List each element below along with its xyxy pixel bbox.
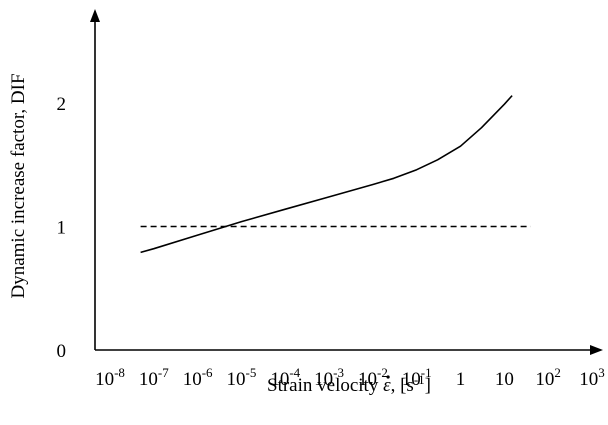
x-axis-arrowhead [590,345,603,355]
x-tick-label: 10-4 [270,365,300,390]
strain-rate-dot [386,375,390,379]
x-tick-label: 10 [495,369,514,390]
dif-curve [140,95,513,254]
x-tick-label: 102 [535,365,561,390]
y-tick-label: 1 [57,218,67,239]
x-tick-label: 10-1 [402,365,432,390]
series-layer [140,95,531,254]
y-axis-label: Dynamic increase factor, DIF [8,73,29,298]
x-tick-label: 103 [579,365,605,390]
y-axis-arrowhead [90,9,100,22]
x-tick-label: 10-5 [227,365,257,390]
x-tick-label: 10-7 [139,365,169,390]
axes [90,9,603,355]
x-tick-label: 10-6 [183,365,213,390]
x-tick-label: 10-3 [314,365,344,390]
y-tick-label: 0 [57,341,67,362]
x-tick-labels: 10-8 10-7 10-6 10-5 10-4 10-3 10-2 10-1 1 10 102 10… [95,365,605,390]
x-tick-label: 10-8 [95,365,125,390]
y-tick-labels: 0 1 2 [57,94,67,362]
x-axis-label: Strain velocity ε, [s-1] [267,372,431,396]
x-tick-label: 1 [456,369,466,390]
x-tick-label: 10-2 [358,365,388,390]
y-tick-label: 2 [57,94,67,115]
